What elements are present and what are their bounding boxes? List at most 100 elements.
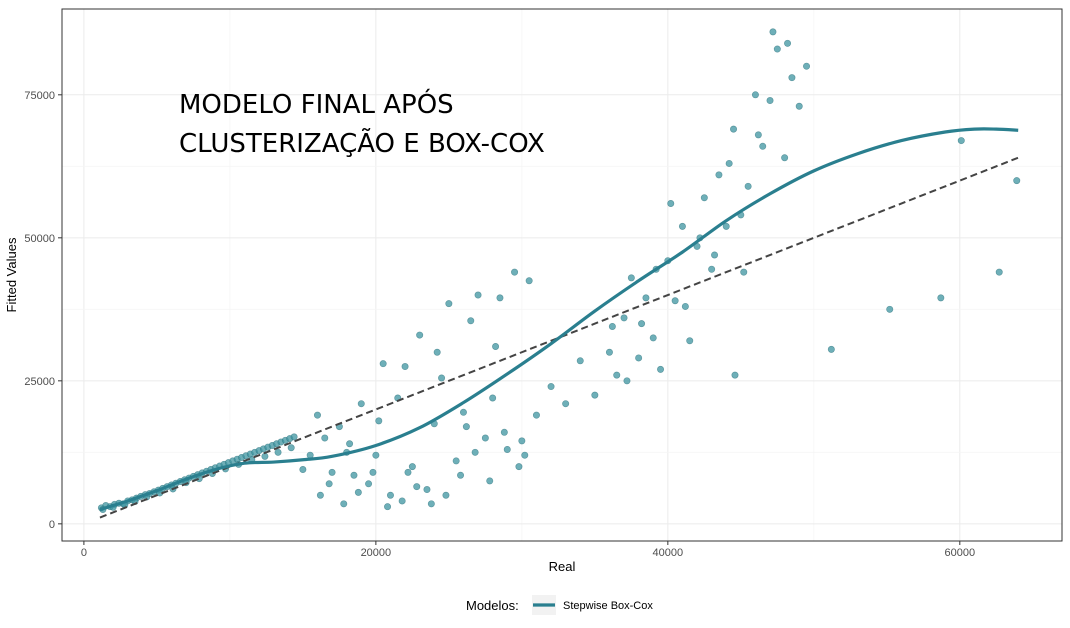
scatter-point xyxy=(731,371,739,379)
scatter-point xyxy=(386,491,394,499)
scatter-point xyxy=(784,39,792,47)
scatter-point xyxy=(532,411,540,419)
scatter-point xyxy=(354,488,362,496)
scatter-point xyxy=(375,417,383,425)
scatter-point xyxy=(725,159,733,167)
scatter-point xyxy=(766,97,774,105)
scatter-point xyxy=(635,354,643,362)
scatter-point xyxy=(340,500,348,508)
scatter-point xyxy=(562,400,570,408)
scatter-point xyxy=(608,322,616,330)
x-tick-label: 20000 xyxy=(361,547,392,559)
scatter-point xyxy=(404,468,412,476)
scatter-point xyxy=(287,444,295,452)
scatter-point xyxy=(754,131,762,139)
scatter-point xyxy=(937,294,945,302)
scatter-point xyxy=(471,448,479,456)
scatter-point xyxy=(795,102,803,110)
scatter-point xyxy=(398,497,406,505)
y-axis-title: Fitted Values xyxy=(4,237,19,312)
scatter-point xyxy=(995,268,1003,276)
scatter-point xyxy=(657,365,665,373)
scatter-point xyxy=(744,182,752,190)
scatter-point xyxy=(492,343,500,351)
scatter-point xyxy=(433,348,441,356)
scatter-point xyxy=(481,434,489,442)
scatter-point xyxy=(350,471,358,479)
legend-title: Modelos: xyxy=(466,598,519,613)
smooth-line-stepwise-box-cox xyxy=(99,127,1019,512)
scatter-point xyxy=(620,314,628,322)
scatter-point xyxy=(803,62,811,70)
scatter-point xyxy=(496,294,504,302)
y-tick-label: 75000 xyxy=(24,90,55,102)
scatter-point xyxy=(427,500,435,508)
x-axis-title: Real xyxy=(549,559,576,574)
scatter-point xyxy=(442,491,450,499)
scatter-point xyxy=(886,305,894,313)
scatter-point xyxy=(416,331,424,339)
scatter-point xyxy=(605,348,613,356)
scatter-point xyxy=(827,345,835,353)
scatter-point xyxy=(379,360,387,368)
scatter-point xyxy=(384,503,392,511)
scatter-point xyxy=(711,251,719,259)
scatter-point xyxy=(547,383,555,391)
x-tick-label: 40000 xyxy=(653,547,684,559)
scatter-point xyxy=(346,440,354,448)
scatter-point xyxy=(511,268,519,276)
scatter-point xyxy=(788,74,796,82)
scatter-point xyxy=(751,91,759,99)
scatter-point xyxy=(686,337,694,345)
scatter-point xyxy=(649,334,657,342)
scatter-point xyxy=(722,222,730,230)
y-tick-label: 0 xyxy=(49,519,55,531)
scatter-point xyxy=(708,265,716,273)
scatter-point xyxy=(467,317,475,325)
scatter-point xyxy=(423,486,431,494)
scatter-point xyxy=(576,357,584,365)
scatter-point xyxy=(365,480,373,488)
annotation-line-2: CLUSTERIZAÇÃO E BOX-COX xyxy=(179,127,545,159)
scatter-point xyxy=(700,194,708,202)
x-tick-label: 60000 xyxy=(945,547,976,559)
scatter-point xyxy=(413,483,421,491)
scatter-point xyxy=(486,477,494,485)
scatter-point xyxy=(261,452,269,460)
scatter-point xyxy=(503,445,511,453)
scatter-point xyxy=(627,274,635,282)
scatter-point xyxy=(681,302,689,310)
scatter-point xyxy=(638,320,646,328)
annotation-line-1: MODELO FINAL APÓS xyxy=(179,88,454,120)
panel-border xyxy=(61,8,1063,542)
scatter-point xyxy=(642,294,650,302)
scatter-point xyxy=(518,437,526,445)
scatter-point xyxy=(623,377,631,385)
scatter-point xyxy=(357,400,365,408)
y-tick-label: 25000 xyxy=(24,376,55,388)
scatter-point xyxy=(525,277,533,285)
scatter-point xyxy=(457,471,465,479)
scatter-point xyxy=(401,363,409,371)
scatter-point xyxy=(299,465,307,473)
scatter-point xyxy=(591,391,599,399)
scatter-point xyxy=(515,463,523,471)
scatter-point xyxy=(489,394,497,402)
grid xyxy=(62,9,1062,541)
legend: Modelos: Stepwise Box-Cox xyxy=(466,595,653,615)
scatter-point xyxy=(316,491,324,499)
scatter-point xyxy=(325,480,333,488)
scatter-point xyxy=(459,408,467,416)
legend-entry-stepwise-box-cox: Stepwise Box-Cox xyxy=(563,600,653,612)
scatter-point xyxy=(328,468,336,476)
scatter-point xyxy=(730,125,738,133)
scatter-point xyxy=(740,268,748,276)
scatter-point xyxy=(678,222,686,230)
scatter-point xyxy=(474,291,482,299)
x-axis-ticks: 0 20000 40000 60000 xyxy=(81,541,975,559)
scatter-point xyxy=(321,434,329,442)
y-tick-label: 50000 xyxy=(24,233,55,245)
scatter-point xyxy=(372,451,380,459)
